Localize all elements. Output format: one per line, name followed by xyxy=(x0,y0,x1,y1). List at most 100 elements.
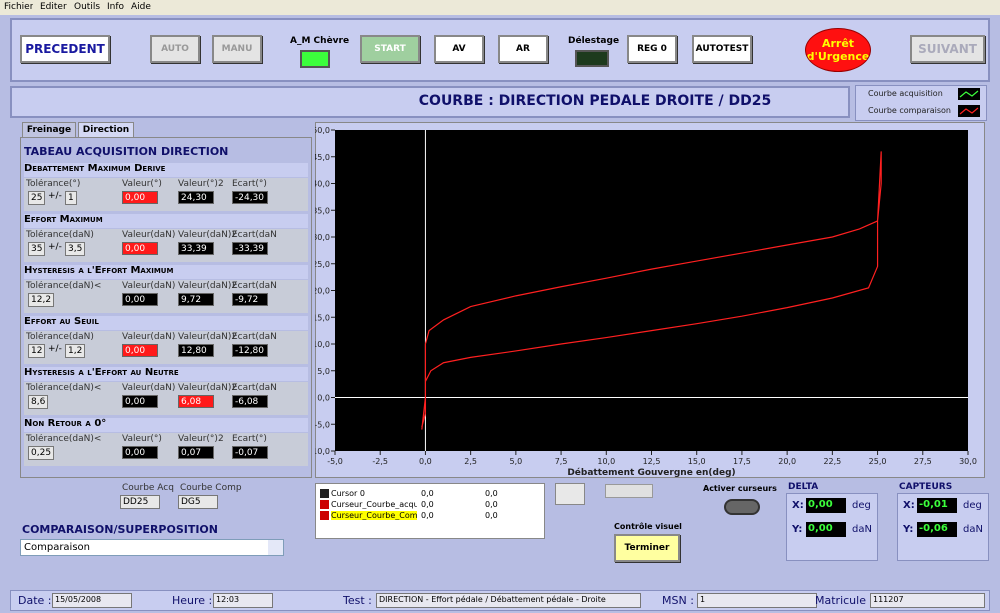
value-field: 6,08 xyxy=(178,395,214,408)
tolerance-field: 8,6 xyxy=(28,395,49,409)
field-label: Ecart(daN xyxy=(232,281,277,291)
readout-value: -0,01 xyxy=(917,498,957,513)
y-tick-label: 15,0 xyxy=(315,313,330,322)
status-label: Test : xyxy=(343,594,372,607)
x-tick-label: 5,0 xyxy=(509,457,522,466)
value-field: -24,30 xyxy=(232,191,268,204)
x-tick-label: 22,5 xyxy=(823,457,841,466)
tool-button[interactable] xyxy=(555,483,585,505)
label: Courbe Acq xyxy=(122,483,174,493)
button[interactable]: REG 0 xyxy=(627,35,677,63)
tool-icons[interactable] xyxy=(605,484,653,498)
led xyxy=(575,50,609,67)
value-field: 0,00 xyxy=(122,191,158,204)
field-label: Ecart(°) xyxy=(232,179,267,189)
readout-label: X: xyxy=(903,500,915,511)
button[interactable]: AUTO xyxy=(150,35,200,63)
button[interactable]: START xyxy=(360,35,420,63)
curve-field: DD25 xyxy=(120,495,160,509)
y-tick-label: 45,0 xyxy=(315,153,330,162)
y-tick-label: 0,0 xyxy=(317,394,330,403)
tab[interactable]: Freinage xyxy=(22,122,76,138)
field-label: Ecart(daN xyxy=(232,383,277,393)
section-header: Effort Maximum xyxy=(24,214,308,228)
readout-label: Y: xyxy=(792,524,803,535)
field-label: Tolérance(daN)< xyxy=(26,281,102,291)
y-tick-label: -10,0 xyxy=(315,447,330,456)
field-label: Valeur(daN)2 xyxy=(178,281,238,291)
cursor-y: 0,0 xyxy=(485,489,498,498)
value-field: 0,00 xyxy=(122,293,158,306)
value-field: -33,39 xyxy=(232,242,268,255)
value-field: 0,00 xyxy=(122,395,158,408)
toggle[interactable] xyxy=(724,499,760,515)
y-tick-label: 10,0 xyxy=(315,340,330,349)
x-tick-label: 27,5 xyxy=(914,457,932,466)
value-field: 0,00 xyxy=(122,242,158,255)
field-label: Valeur(daN)2 xyxy=(178,332,238,342)
tolerance-field: 12,2 xyxy=(28,293,55,307)
curve xyxy=(421,151,882,430)
cursor-x: 0,0 xyxy=(421,511,434,520)
readout-value: 0,00 xyxy=(806,498,846,513)
menu-item[interactable]: Info xyxy=(107,2,125,12)
tolerance-field: 1 xyxy=(65,191,77,205)
y-tick-label: 30,0 xyxy=(315,233,330,242)
readout-value: -0,06 xyxy=(917,522,957,537)
menu-item[interactable]: Fichier xyxy=(4,2,34,12)
separator: +/- xyxy=(48,242,62,252)
comparison-title: COMPARAISON/SUPERPOSITION xyxy=(22,523,218,536)
y-tick-label: 20,0 xyxy=(315,287,330,296)
menu-item[interactable]: Editer xyxy=(40,2,67,12)
swatch-line xyxy=(959,107,979,115)
status-field: 111207 xyxy=(870,593,985,608)
dropdown-arrow xyxy=(268,540,283,555)
readout-unit: daN xyxy=(852,524,872,535)
menu-item[interactable]: Outils xyxy=(74,2,101,12)
label: Contrôle visuel xyxy=(614,522,682,531)
y-tick-label: 5,0 xyxy=(317,367,330,376)
readout-title: DELTA xyxy=(788,482,819,492)
button[interactable]: AR xyxy=(498,35,548,63)
value-field: 9,72 xyxy=(178,293,214,306)
header-bar xyxy=(10,86,850,118)
status-field: DIRECTION - Effort pédale / Débattement … xyxy=(376,593,641,608)
status-field: 12:03 xyxy=(213,593,273,608)
dropdown[interactable]: Comparaison xyxy=(20,539,284,556)
tab[interactable]: Direction xyxy=(78,122,134,138)
header-title: COURBE : DIRECTION PEDALE DROITE / DD25 xyxy=(418,93,772,109)
x-tick-label: -5,0 xyxy=(327,457,343,466)
emergency-button[interactable]: Arrêt d'Urgence xyxy=(805,28,871,72)
separator: +/- xyxy=(48,191,62,201)
x-tick-label: 12,5 xyxy=(643,457,661,466)
field-label: Tolérance(daN) xyxy=(26,332,94,342)
cursor-name: Curseur_Courbe_acquisi xyxy=(331,500,417,509)
label: Activer curseurs xyxy=(703,484,777,493)
button[interactable]: PRECEDENT xyxy=(20,35,110,63)
button[interactable]: Terminer xyxy=(614,534,680,562)
x-tick-label: 10,0 xyxy=(597,457,615,466)
tolerance-field: 3,5 xyxy=(65,242,86,256)
button[interactable]: AUTOTEST xyxy=(692,35,752,63)
field-label: Tolérance(daN)< xyxy=(26,383,102,393)
value-field: -12,80 xyxy=(232,344,268,357)
x-axis-label: Débattement Gouvergne en(deg) xyxy=(567,467,735,478)
cursor-y: 0,0 xyxy=(485,500,498,509)
button[interactable]: AV xyxy=(434,35,484,63)
field-label: Valeur(daN) xyxy=(122,281,176,291)
separator: +/- xyxy=(48,344,62,354)
status-field: 1 xyxy=(697,593,817,608)
legend-swatch xyxy=(958,88,980,100)
section-header: Debattement Maximum Derive xyxy=(24,163,308,177)
section-header: Hysteresis a l'Effort au Neutre xyxy=(24,367,308,381)
field-label: Valeur(°)2 xyxy=(178,179,224,189)
button[interactable]: SUIVANT xyxy=(910,35,985,63)
status-label: Heure : xyxy=(172,594,213,607)
x-tick-label: 30,0 xyxy=(959,457,977,466)
menu-item[interactable]: Aide xyxy=(131,2,151,12)
field-label: Ecart(daN xyxy=(232,332,277,342)
button[interactable]: MANU xyxy=(212,35,262,63)
readout-unit: deg xyxy=(852,500,871,511)
status-label: MSN : xyxy=(662,594,694,607)
field-label: Tolérance(daN) xyxy=(26,230,94,240)
